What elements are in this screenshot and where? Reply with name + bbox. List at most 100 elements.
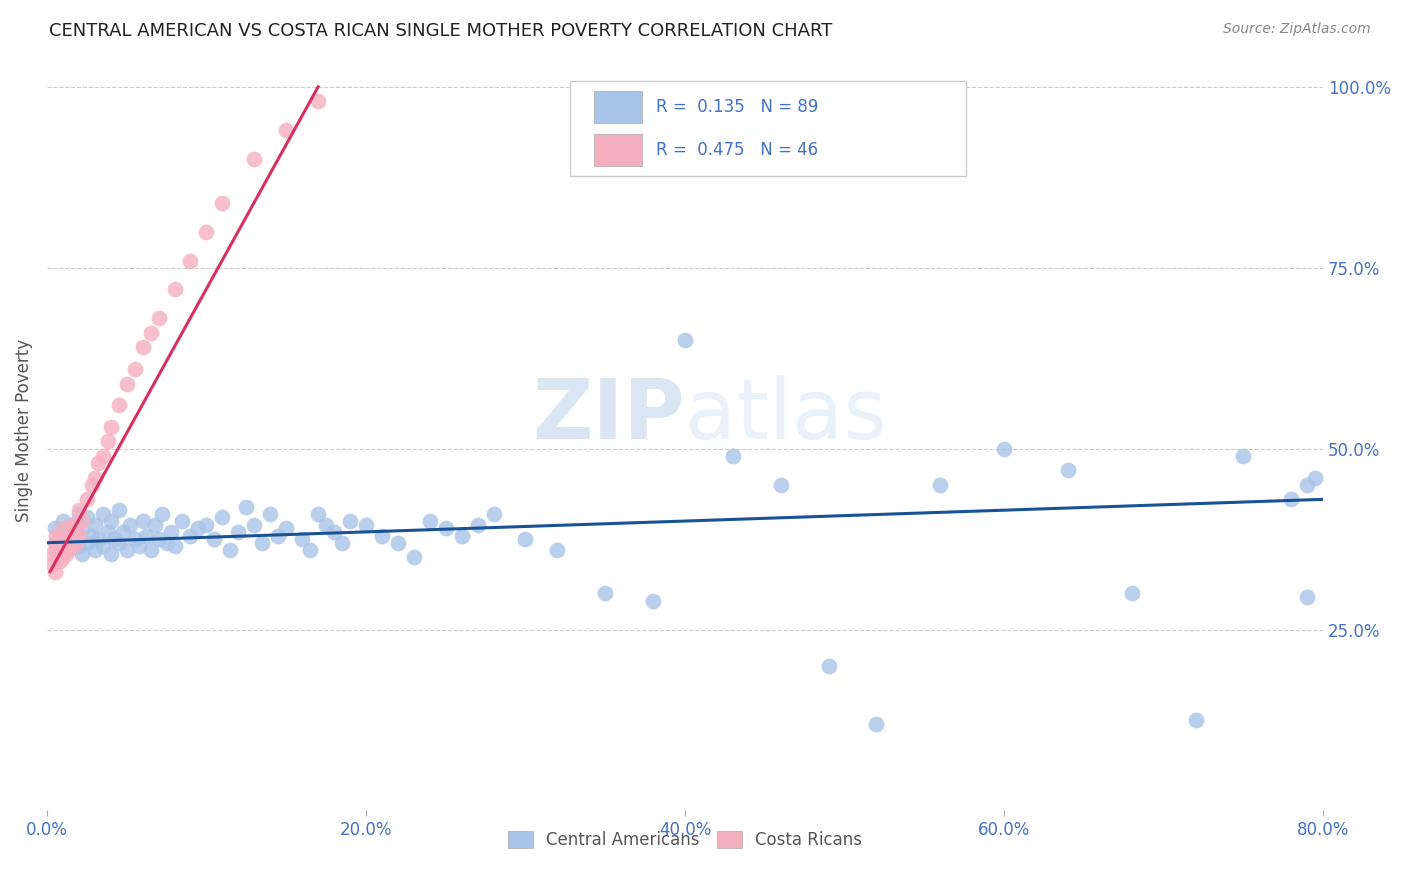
Point [124,532,146,546]
Point [67,503,90,517]
Point [76,535,98,549]
Point [48,532,70,546]
Point [44,521,66,535]
Point [70,521,93,535]
Point [1184,713,1206,727]
Point [371,528,394,542]
Point [91,540,114,554]
Point [276,123,298,137]
Point [103,532,125,546]
Point [291,532,314,546]
Point [100,547,122,561]
Point [76,492,98,507]
Text: R =  0.135   N = 89: R = 0.135 N = 89 [655,98,818,116]
Point [1232,449,1254,463]
Point [163,540,186,554]
Point [96,524,118,539]
Point [67,507,90,521]
Point [721,449,744,463]
Point [1296,478,1319,492]
Point [235,500,257,514]
Point [643,593,665,607]
Point [131,514,153,528]
Point [252,535,274,549]
Point [124,362,146,376]
Point [482,507,505,521]
Point [139,326,162,340]
Point [402,550,425,565]
Point [387,535,409,549]
FancyBboxPatch shape [571,81,966,176]
Point [1303,470,1326,484]
FancyBboxPatch shape [595,135,641,167]
Point [76,510,98,524]
Point [299,543,322,558]
Point [145,517,167,532]
Point [467,517,489,532]
Point [259,507,281,521]
Point [267,528,290,542]
Point [70,547,93,561]
Point [52,528,75,542]
Point [112,524,135,539]
Point [107,535,129,549]
Point [330,535,353,549]
Point [179,528,201,542]
Point [59,528,82,542]
Point [817,658,839,673]
Point [62,540,84,554]
Point [83,543,105,558]
Point [45,543,67,558]
Point [419,514,441,528]
Point [163,283,186,297]
Point [118,517,141,532]
Point [107,398,129,412]
Point [59,517,82,532]
Point [107,503,129,517]
Point [87,532,110,546]
Point [202,532,225,546]
Point [52,514,75,528]
Point [55,543,77,558]
Point [80,528,103,542]
Point [67,528,90,542]
Point [243,517,266,532]
Point [1296,590,1319,604]
Point [46,550,69,565]
Point [45,528,67,542]
Point [56,543,79,558]
Point [673,333,696,347]
Text: Source: ZipAtlas.com: Source: ZipAtlas.com [1223,22,1371,37]
Point [450,528,472,542]
Text: ZIP: ZIP [533,375,685,456]
Point [96,434,118,449]
Point [243,153,266,167]
Point [993,442,1015,456]
Point [42,558,65,572]
Point [179,253,201,268]
Point [195,517,218,532]
Point [83,470,105,484]
Point [323,524,346,539]
Point [70,514,93,528]
Point [52,550,75,565]
Point [315,517,337,532]
Point [58,535,80,549]
Point [44,565,66,579]
Point [139,543,162,558]
Point [51,543,73,558]
Y-axis label: Single Mother Poverty: Single Mother Poverty [15,339,32,522]
Legend: Central Americans, Costa Ricans: Central Americans, Costa Ricans [502,824,869,855]
Point [48,532,70,546]
Point [62,524,84,539]
Point [59,535,82,549]
Point [65,517,87,532]
Point [91,507,114,521]
Point [155,535,177,549]
Point [115,376,138,391]
Point [100,420,122,434]
Point [131,340,153,354]
Point [83,517,105,532]
Point [1279,492,1302,507]
Text: CENTRAL AMERICAN VS COSTA RICAN SINGLE MOTHER POVERTY CORRELATION CHART: CENTRAL AMERICAN VS COSTA RICAN SINGLE M… [49,22,832,40]
